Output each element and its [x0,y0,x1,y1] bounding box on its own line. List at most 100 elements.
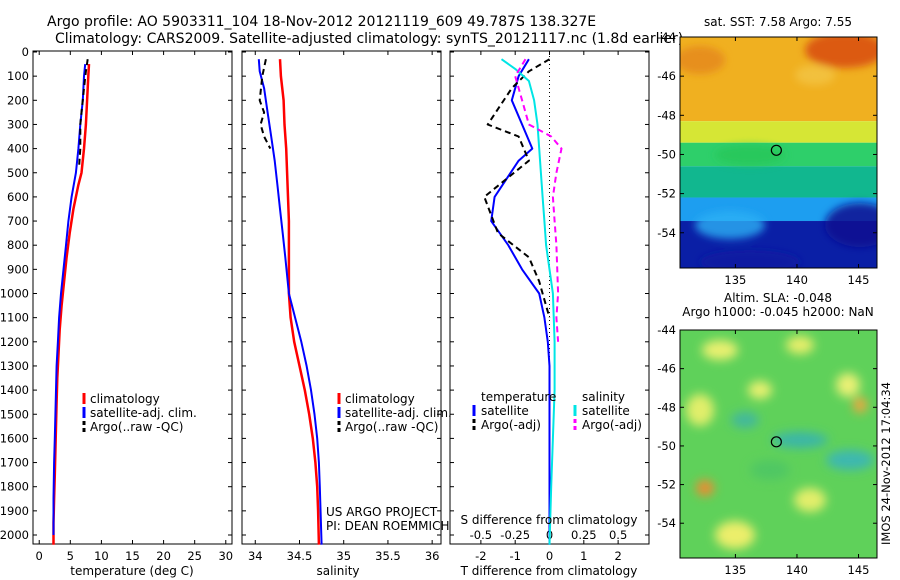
depth-tick-label: 1900 [0,504,29,518]
t-difference-axis-label: T difference from climatology [460,564,638,578]
sla-high-patch [702,340,738,360]
x-tick-label: 10 [94,549,109,563]
s-tick-label: 0.5 [609,528,627,542]
lon-tick-label: 135 [724,273,746,287]
sst-deep-patch [825,203,877,247]
sla-map-title: Altim. SLA: -0.048 [724,291,832,305]
temperature-x-axis: 0 5 10 15 20 25 30 [36,51,233,563]
sst-warm-patch [680,46,725,74]
depth-tick-label: 1300 [0,359,29,373]
lon-tick-label: 145 [848,563,870,577]
temperature-axis-label: temperature (deg C) [70,564,193,578]
depth-tick-label: 1200 [0,335,29,349]
salinity-legend: climatology satellite-adj. clim. Argo(..… [337,392,452,434]
sst-heatmap [680,37,877,268]
series-line-t-satellite [490,58,551,545]
legend-group-temperature: temperature [481,390,556,404]
sst-deep-patch [700,250,800,268]
legend-group-salinity: salinity [582,390,625,404]
s-tick-label: -0.5 [470,528,492,542]
lat-tick-label: -44 [657,323,676,337]
x-tick-label: 25 [187,549,202,563]
s-difference-axis-label: S difference from climatology [461,513,638,527]
depth-axis: 0 100 200 300 400 500 600 700 800 900 1000 1100 1200… [0,45,649,542]
sla-high-patch [794,488,826,512]
sst-cool-patch [795,65,835,85]
depth-tick-label: 1600 [0,431,29,445]
x-tick-label: 5 [67,549,74,563]
sla-low-patch [772,432,828,448]
series-line-argo-raw-qc [78,59,89,168]
x-tick-label: -2 [475,549,486,563]
series-line-t-argo-adj [483,58,551,318]
sla-high-patch [836,373,860,397]
argo-float-marker [770,144,782,156]
sla-high-patch [686,394,714,426]
legend-label-t-argo: Argo(-adj) [481,418,541,432]
sla-high-patch [715,521,755,549]
x-tick-label: 0 [36,549,43,563]
difference-series [483,58,563,545]
series-line-argo-raw-qc [258,58,272,150]
lon-tick-label: 135 [724,563,746,577]
figure-title-line-1: Argo profile: AO 5903311_104 18-Nov-2012… [47,14,596,30]
series-line-satellite-adj-clim [257,59,323,545]
lat-tick-label: -48 [657,400,676,414]
sla-high-patch [748,381,772,399]
lat-tick-label: -52 [657,478,676,492]
sst-green-patch [715,145,785,165]
sla-low-patch [731,412,759,428]
legend-label-climatology: climatology [90,392,160,406]
depth-tick-label: 500 [7,166,29,180]
x-tick-label: 1 [580,549,587,563]
depth-tick-label: 300 [7,117,29,131]
x-tick-label: 34 [248,549,263,563]
figure-title-line-2: Climatology: CARS2009. Satellite-adjuste… [55,31,683,47]
salinity-plot-frame [241,50,442,545]
lat-tick-label: -46 [657,362,676,376]
sst-blue-patch [695,211,765,239]
sla-low-patch [826,450,874,470]
salinity-difference-axis: -0.5 -0.25 0 0.25 0.5 [470,528,628,542]
sla-map-axes: -44 -46 -48 -50 -52 -54 135 140 145 [657,323,877,577]
legend-label-satellite: satellite-adj. clim. [90,406,197,420]
depth-tick-label: 400 [7,142,29,156]
depth-tick-label: 1800 [0,480,29,494]
sst-map-frame [679,36,878,269]
salinity-axis-label: salinity [316,564,359,578]
lat-tick-label: -50 [657,147,676,161]
lat-tick-label: -44 [657,30,676,44]
series-line-s-argo-adj [514,58,563,342]
lat-tick-label: -46 [657,69,676,83]
sst-map-axes: -44 -46 -48 -50 -52 -54 135 140 145 [657,30,877,287]
depth-tick-label: 1400 [0,383,29,397]
project-credit-line-2: PI: DEAN ROEMMICH [326,519,449,533]
sla-map-frame [679,329,878,559]
x-tick-label: -1 [509,549,520,563]
s-tick-label: 0.25 [571,528,597,542]
depth-tick-label: 100 [7,69,29,83]
legend-label-s-satellite: satellite [582,404,630,418]
s-tick-label: -0.25 [500,528,530,542]
x-tick-label: 30 [218,549,233,563]
x-tick-label: 36 [425,549,440,563]
depth-tick-label: 600 [7,190,29,204]
series-line-satellite-adj-clim [52,64,87,535]
temperature-plot-frame [32,50,233,545]
depth-tick-label: 1500 [0,407,29,421]
sst-map-title: sat. SST: 7.58 Argo: 7.55 [704,15,852,29]
x-tick-label: 15 [125,549,140,563]
depth-tick-label: 2000 [0,528,29,542]
x-tick-label: 35 [336,549,351,563]
sst-band [680,166,877,198]
sla-high-patch [786,336,814,354]
lon-tick-label: 145 [848,273,870,287]
legend-label-satellite: satellite-adj. clim. [345,406,452,420]
lat-tick-label: -54 [657,226,676,240]
lat-tick-label: -50 [657,439,676,453]
depth-tick-label: 1700 [0,456,29,470]
lat-tick-label: -52 [657,187,676,201]
temperature-legend: climatology satellite-adj. clim. Argo(..… [82,392,197,434]
